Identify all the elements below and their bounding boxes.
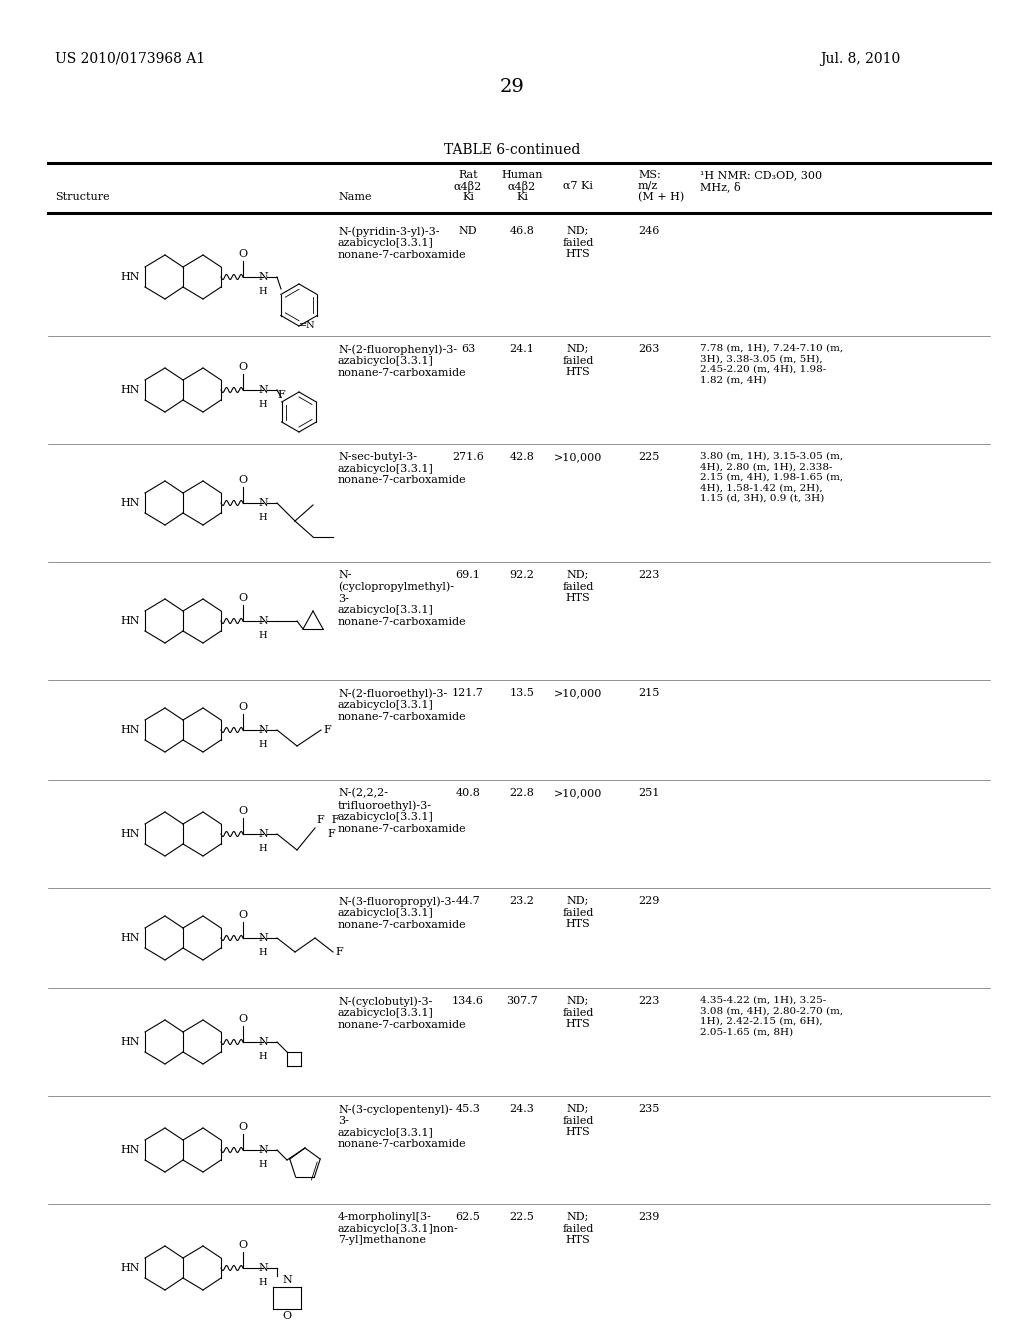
Text: 4.35-4.22 (m, 1H), 3.25-
3.08 (m, 4H), 2.80-2.70 (m,
1H), 2.42-2.15 (m, 6H),
2.0: 4.35-4.22 (m, 1H), 3.25- 3.08 (m, 4H), 2…	[700, 997, 843, 1036]
Text: 215: 215	[638, 688, 659, 698]
Text: 24.1: 24.1	[510, 345, 535, 354]
Text: O: O	[239, 807, 248, 816]
Text: 134.6: 134.6	[452, 997, 484, 1006]
Text: N: N	[258, 1263, 268, 1272]
Text: N-(pyridin-3-yl)-3-
azabicyclo[3.3.1]
nonane-7-carboxamide: N-(pyridin-3-yl)-3- azabicyclo[3.3.1] no…	[338, 226, 467, 260]
Text: N: N	[283, 1275, 292, 1284]
Text: 92.2: 92.2	[510, 570, 535, 579]
Text: 69.1: 69.1	[456, 570, 480, 579]
Text: N: N	[258, 1038, 268, 1047]
Text: HN: HN	[121, 1144, 140, 1155]
Text: α4β2: α4β2	[454, 181, 482, 191]
Text: m/z: m/z	[638, 181, 658, 191]
Text: 23.2: 23.2	[510, 896, 535, 906]
Text: =N: =N	[299, 322, 315, 330]
Text: N: N	[258, 498, 268, 508]
Text: >10,000: >10,000	[554, 688, 602, 698]
Text: F: F	[278, 389, 285, 400]
Text: Human: Human	[502, 170, 543, 180]
Text: 44.7: 44.7	[456, 896, 480, 906]
Text: HN: HN	[121, 1263, 140, 1272]
Text: H: H	[259, 631, 267, 640]
Text: ND;
failed
HTS: ND; failed HTS	[562, 1212, 594, 1245]
Text: HN: HN	[121, 725, 140, 735]
Text: N-(3-cyclopentenyl)-
3-
azabicyclo[3.3.1]
nonane-7-carboxamide: N-(3-cyclopentenyl)- 3- azabicyclo[3.3.1…	[338, 1104, 467, 1150]
Text: 22.5: 22.5	[510, 1212, 535, 1222]
Text: HN: HN	[121, 385, 140, 395]
Text: H: H	[259, 1052, 267, 1061]
Text: N: N	[258, 385, 268, 395]
Text: F: F	[327, 829, 335, 840]
Text: 63: 63	[461, 345, 475, 354]
Text: 307.7: 307.7	[506, 997, 538, 1006]
Text: HN: HN	[121, 272, 140, 282]
Text: 251: 251	[638, 788, 659, 799]
Text: N: N	[258, 933, 268, 942]
Text: HN: HN	[121, 933, 140, 942]
Text: ND;
failed
HTS: ND; failed HTS	[562, 896, 594, 929]
Text: H: H	[259, 286, 267, 296]
Text: 4-morpholinyl[3-
azabicyclo[3.3.1]non-
7-yl]methanone: 4-morpholinyl[3- azabicyclo[3.3.1]non- 7…	[338, 1212, 459, 1245]
Text: 121.7: 121.7	[452, 688, 484, 698]
Text: 225: 225	[638, 451, 659, 462]
Text: 29: 29	[500, 78, 524, 96]
Text: O: O	[239, 1122, 248, 1133]
Text: 271.6: 271.6	[452, 451, 484, 462]
Text: O: O	[239, 1014, 248, 1024]
Text: ND;
failed
HTS: ND; failed HTS	[562, 997, 594, 1030]
Text: H: H	[259, 400, 267, 409]
Text: O: O	[239, 909, 248, 920]
Text: HN: HN	[121, 829, 140, 840]
Text: US 2010/0173968 A1: US 2010/0173968 A1	[55, 51, 205, 66]
Text: N-(3-fluoropropyl)-3-
azabicyclo[3.3.1]
nonane-7-carboxamide: N-(3-fluoropropyl)-3- azabicyclo[3.3.1] …	[338, 896, 467, 929]
Text: ND;
failed
HTS: ND; failed HTS	[562, 226, 594, 259]
Text: Name: Name	[338, 191, 372, 202]
Text: α4β2: α4β2	[508, 181, 537, 191]
Text: N-(2-fluoroethyl)-3-
azabicyclo[3.3.1]
nonane-7-carboxamide: N-(2-fluoroethyl)-3- azabicyclo[3.3.1] n…	[338, 688, 467, 722]
Text: N: N	[258, 1144, 268, 1155]
Text: O: O	[239, 249, 248, 259]
Text: Ki: Ki	[516, 191, 528, 202]
Text: >10,000: >10,000	[554, 451, 602, 462]
Text: N-(cyclobutyl)-3-
azabicyclo[3.3.1]
nonane-7-carboxamide: N-(cyclobutyl)-3- azabicyclo[3.3.1] nona…	[338, 997, 467, 1030]
Text: 45.3: 45.3	[456, 1104, 480, 1114]
Text: MHz, δ: MHz, δ	[700, 181, 740, 191]
Text: O: O	[239, 593, 248, 603]
Text: Ki: Ki	[462, 191, 474, 202]
Text: N-sec-butyl-3-
azabicyclo[3.3.1]
nonane-7-carboxamide: N-sec-butyl-3- azabicyclo[3.3.1] nonane-…	[338, 451, 467, 486]
Text: F: F	[323, 725, 331, 735]
Text: ND;
failed
HTS: ND; failed HTS	[562, 1104, 594, 1138]
Text: O: O	[239, 702, 248, 711]
Text: 7.78 (m, 1H), 7.24-7.10 (m,
3H), 3.38-3.05 (m, 5H),
2.45-2.20 (m, 4H), 1.98-
1.8: 7.78 (m, 1H), 7.24-7.10 (m, 3H), 3.38-3.…	[700, 345, 843, 384]
Text: 235: 235	[638, 1104, 659, 1114]
Text: Jul. 8, 2010: Jul. 8, 2010	[820, 51, 900, 66]
Text: O: O	[239, 1239, 248, 1250]
Text: H: H	[259, 843, 267, 853]
Text: 223: 223	[638, 570, 659, 579]
Text: 229: 229	[638, 896, 659, 906]
Text: HN: HN	[121, 1038, 140, 1047]
Text: (M + H): (M + H)	[638, 191, 684, 202]
Text: F  F: F F	[317, 814, 340, 825]
Text: ND: ND	[459, 226, 477, 236]
Text: N-(2-fluorophenyl)-3-
azabicyclo[3.3.1]
nonane-7-carboxamide: N-(2-fluorophenyl)-3- azabicyclo[3.3.1] …	[338, 345, 467, 378]
Text: N: N	[258, 725, 268, 735]
Text: ¹H NMR: CD₃OD, 300: ¹H NMR: CD₃OD, 300	[700, 170, 822, 180]
Text: N: N	[258, 829, 268, 840]
Text: H: H	[259, 1278, 267, 1287]
Text: MS:: MS:	[638, 170, 660, 180]
Text: O: O	[239, 475, 248, 484]
Text: 22.8: 22.8	[510, 788, 535, 799]
Text: O: O	[283, 1311, 292, 1320]
Text: 42.8: 42.8	[510, 451, 535, 462]
Text: α7 Ki: α7 Ki	[563, 181, 593, 191]
Text: N: N	[258, 272, 268, 282]
Text: ND;
failed
HTS: ND; failed HTS	[562, 345, 594, 378]
Text: 3.80 (m, 1H), 3.15-3.05 (m,
4H), 2.80 (m, 1H), 2.338-
2.15 (m, 4H), 1.98-1.65 (m: 3.80 (m, 1H), 3.15-3.05 (m, 4H), 2.80 (m…	[700, 451, 843, 503]
Text: 62.5: 62.5	[456, 1212, 480, 1222]
Text: N-(2,2,2-
trifluoroethyl)-3-
azabicyclo[3.3.1]
nonane-7-carboxamide: N-(2,2,2- trifluoroethyl)-3- azabicyclo[…	[338, 788, 467, 834]
Text: 46.8: 46.8	[510, 226, 535, 236]
Text: F: F	[335, 946, 343, 957]
Text: H: H	[259, 948, 267, 957]
Text: 24.3: 24.3	[510, 1104, 535, 1114]
